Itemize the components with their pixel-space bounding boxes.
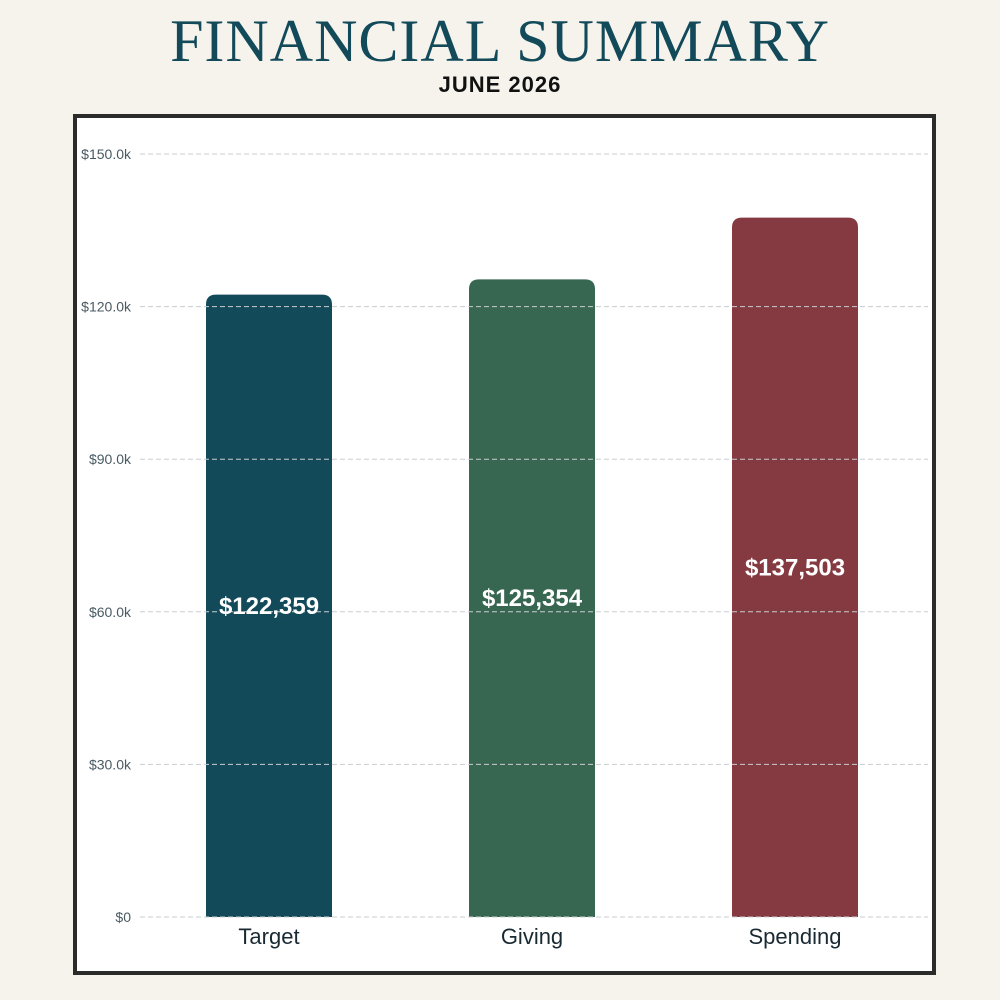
y-tick-label: $0 xyxy=(115,909,131,925)
y-tick-label: $90.0k xyxy=(89,451,132,467)
chart-subtitle: JUNE 2026 xyxy=(438,72,562,97)
bar-value-label: $122,359 xyxy=(219,593,319,620)
bar-spending xyxy=(732,217,858,918)
x-category-label: Giving xyxy=(501,924,563,949)
chart-title: FINANCIAL SUMMARY xyxy=(170,8,830,74)
bar-value-label: $125,354 xyxy=(482,585,583,612)
bar-giving xyxy=(469,279,595,918)
bar-target xyxy=(206,294,332,917)
y-tick-label: $30.0k xyxy=(89,756,132,772)
y-tick-label: $150.0k xyxy=(81,146,132,162)
bar-value-label: $137,503 xyxy=(745,554,845,581)
y-tick-label: $120.0k xyxy=(81,299,132,315)
y-tick-label: $60.0k xyxy=(89,604,132,620)
x-category-label: Target xyxy=(238,924,299,949)
x-category-label: Spending xyxy=(749,924,842,949)
